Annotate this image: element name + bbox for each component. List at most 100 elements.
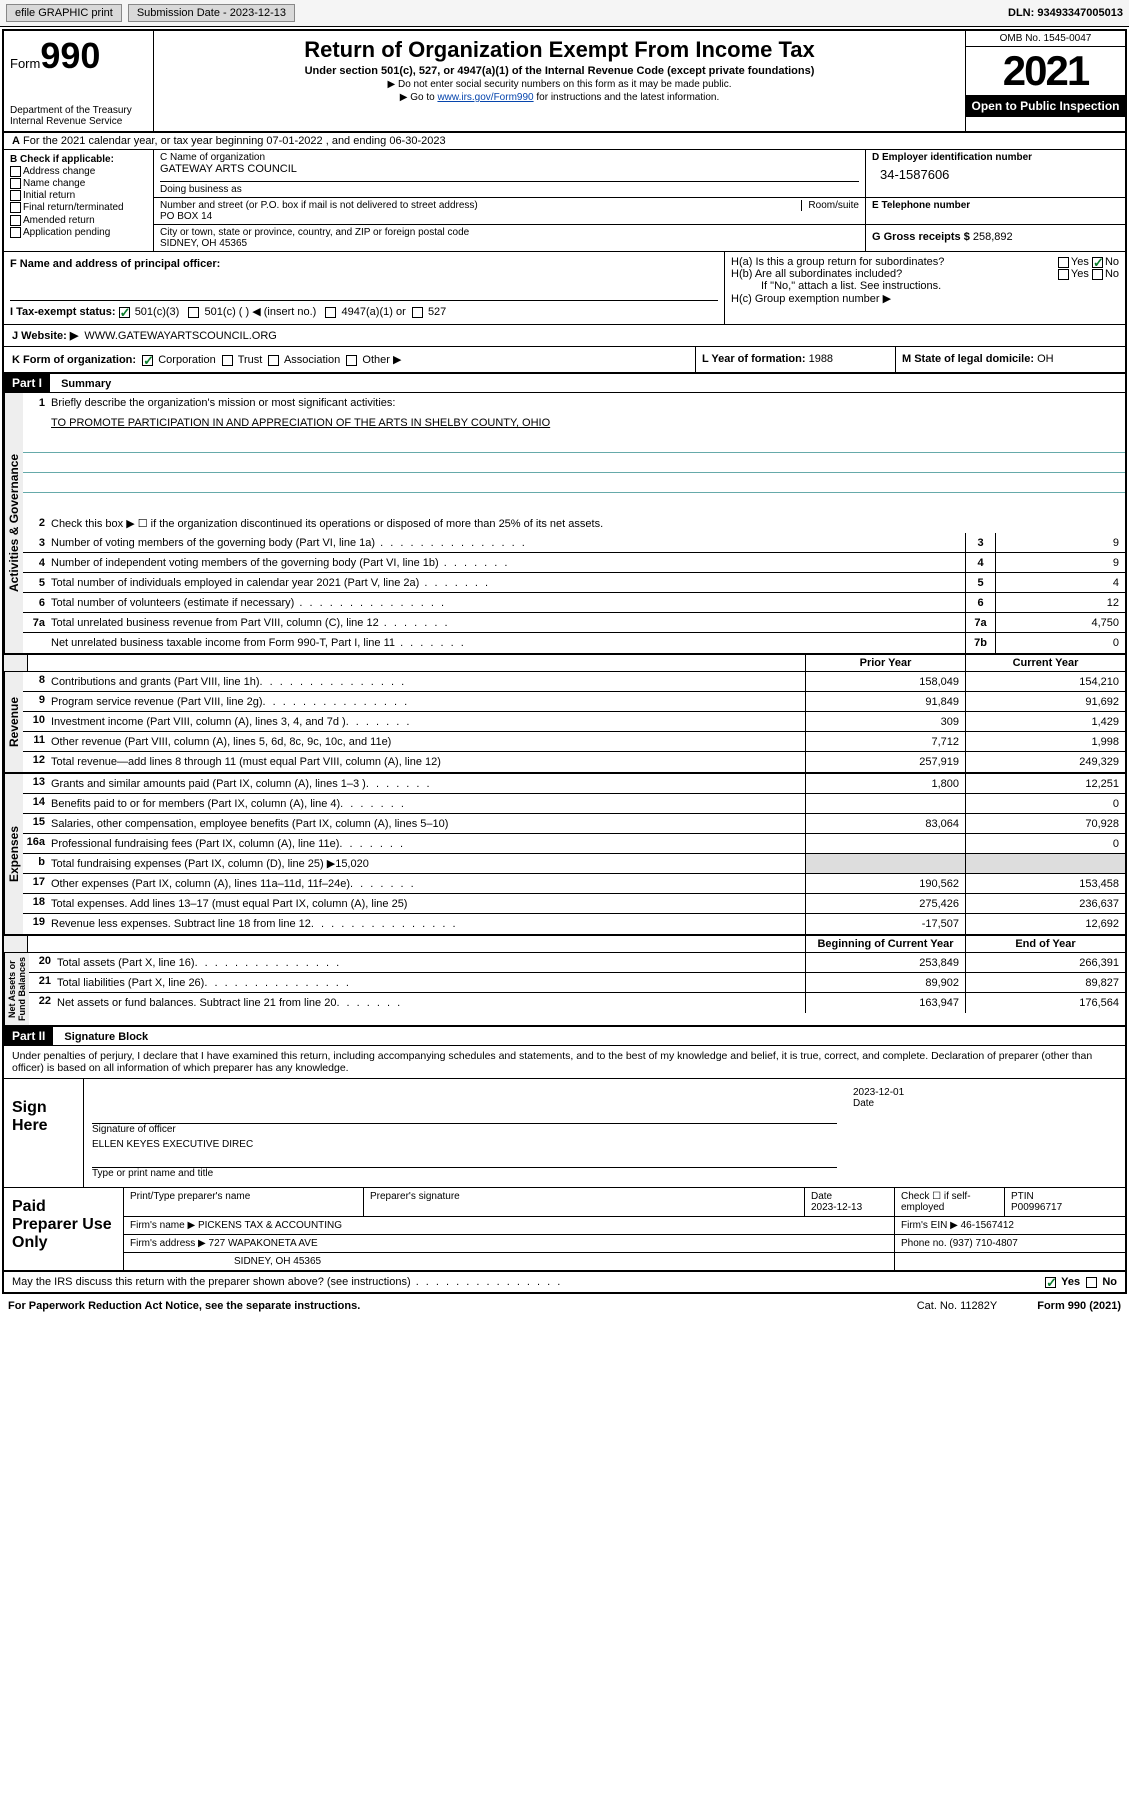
signature-date: 2023-12-01 Date [845,1079,1125,1187]
hdr-end: End of Year [965,936,1125,952]
telephone-label: E Telephone number [872,200,970,211]
paid-preparer-block: Paid Preparer Use Only Print/Type prepar… [4,1188,1125,1272]
line-15-current: 70,928 [965,814,1125,833]
h-a-label: H(a) Is this a group return for subordin… [731,256,944,268]
line-4-value: 9 [995,553,1125,572]
ck-hb-yes[interactable] [1058,269,1069,280]
ck-527[interactable] [412,307,423,318]
line-5-value: 4 [995,573,1125,592]
hdr-beginning: Beginning of Current Year [805,936,965,952]
revenue-header: Prior Year Current Year [4,653,1125,672]
open-inspection-badge: Open to Public Inspection [966,95,1125,117]
sign-here-block: Sign Here Signature of officer ELLEN KEY… [4,1079,1125,1188]
expenses-section: Expenses 13Grants and similar amounts pa… [4,772,1125,934]
street-label: Number and street (or P.O. box if mail i… [160,200,478,211]
part-2-badge: Part II [4,1027,53,1045]
line-21-prior: 89,902 [805,973,965,992]
pra-notice: For Paperwork Reduction Act Notice, see … [8,1300,360,1312]
line-8-label: Contributions and grants (Part VIII, lin… [51,672,805,691]
vtab-expenses: Expenses [4,774,23,934]
ck-501c3[interactable] [119,307,130,318]
part-1-header: Part I Summary [4,374,1125,393]
gross-receipts-cell: G Gross receipts $ 258,892 [865,225,1125,251]
vtab-governance: Activities & Governance [4,393,23,653]
efile-print-button[interactable]: efile GRAPHIC print [6,4,122,22]
line-19-label: Revenue less expenses. Subtract line 18 … [51,914,805,934]
ptin-label: PTIN [1011,1191,1034,1202]
line-3-value: 9 [995,533,1125,552]
city-cell: City or town, state or province, country… [154,225,865,251]
ck-other[interactable] [346,355,357,366]
ck-address-change[interactable]: Address change [10,166,147,177]
year-formation-label: L Year of formation: [702,353,806,365]
dba-label: Doing business as [160,181,859,195]
ck-501c[interactable] [188,307,199,318]
line-18-current: 236,637 [965,894,1125,913]
ck-final-return[interactable]: Final return/terminated [10,202,147,213]
ck-hb-no[interactable] [1092,269,1103,280]
paid-preparer-label: Paid Preparer Use Only [4,1188,124,1270]
netassets-header: Beginning of Current Year End of Year [4,934,1125,953]
principal-officer: F Name and address of principal officer:… [4,252,725,324]
ck-ha-yes[interactable] [1058,257,1069,268]
line-19-current: 12,692 [965,914,1125,934]
line-12-prior: 257,919 [805,752,965,772]
line-21-label: Total liabilities (Part X, line 26) [57,973,805,992]
sig-date-label: Date [853,1098,1117,1109]
form-990: Form990 Department of the Treasury Inter… [2,29,1127,1294]
line-13-current: 12,251 [965,774,1125,793]
ein-cell: D Employer identification number 34-1587… [865,150,1125,197]
form-word: Form [10,56,40,71]
row-klm: K Form of organization: Corporation Trus… [4,347,1125,374]
ck-association[interactable] [268,355,279,366]
line-12-label: Total revenue—add lines 8 through 11 (mu… [51,752,805,772]
firm-addr-value: 727 WAPAKONETA AVE [209,1238,318,1249]
ck-discuss-yes[interactable] [1045,1277,1056,1288]
submission-date-button[interactable]: Submission Date - 2023-12-13 [128,4,295,22]
ck-application-pending[interactable]: Application pending [10,227,147,238]
toolbar: efile GRAPHIC print Submission Date - 20… [0,0,1129,27]
state-domicile: M State of legal domicile: OH [895,347,1125,372]
ck-initial-return[interactable]: Initial return [10,190,147,201]
line-7a-label: Total unrelated business revenue from Pa… [51,615,965,631]
omb-number: OMB No. 1545-0047 [966,31,1125,47]
line-22-label: Net assets or fund balances. Subtract li… [57,993,805,1013]
irs-discuss-row: May the IRS discuss this return with the… [4,1272,1125,1292]
officer-name: ELLEN KEYES EXECUTIVE DIREC [92,1135,837,1149]
name-address-block: C Name of organization GATEWAY ARTS COUN… [154,150,1125,251]
year-formation-value: 1988 [809,353,833,365]
firm-addr-label: Firm's address ▶ [130,1238,206,1249]
street-value: PO BOX 14 [160,211,859,222]
principal-officer-label: F Name and address of principal officer: [10,258,220,270]
h-b-note: If "No," attach a list. See instructions… [731,280,1119,292]
street-cell: Number and street (or P.O. box if mail i… [154,198,865,224]
ck-discuss-no[interactable] [1086,1277,1097,1288]
form-subtitle: Under section 501(c), 527, or 4947(a)(1)… [160,65,959,77]
ck-trust[interactable] [222,355,233,366]
instructions-link[interactable]: www.irs.gov/Form990 [437,92,533,103]
group-return-block: H(a) Is this a group return for subordin… [725,252,1125,324]
opt-501c: 501(c) ( ) ◀ (insert no.) [205,306,317,318]
part-2-header: Part II Signature Block [4,1025,1125,1046]
line-8-prior: 158,049 [805,672,965,691]
firm-ein-label: Firm's EIN ▶ [901,1220,958,1231]
mission-text: TO PROMOTE PARTICIPATION IN AND APPRECIA… [51,415,1125,431]
ck-name-change[interactable]: Name change [10,178,147,189]
box-b-label: B Check if applicable: [10,154,114,165]
box-b-checkboxes: B Check if applicable: Address change Na… [4,150,154,251]
ck-4947[interactable] [325,307,336,318]
firm-ein-value: 46-1567412 [961,1220,1014,1231]
ck-corporation[interactable] [142,355,153,366]
line-16a-prior [805,834,965,853]
ein-value: 34-1587606 [872,163,1119,182]
hdr-prior-year: Prior Year [805,655,965,671]
ck-amended-return[interactable]: Amended return [10,215,147,226]
ptin-value: P00996717 [1011,1202,1062,1213]
line-13-prior: 1,800 [805,774,965,793]
preparer-name-label: Print/Type preparer's name [124,1188,364,1216]
line-6-value: 12 [995,593,1125,612]
self-employed-label: Check ☐ if self-employed [895,1188,1005,1216]
ck-ha-no[interactable] [1092,257,1103,268]
line-4-label: Number of independent voting members of … [51,555,965,571]
part-1-badge: Part I [4,374,50,392]
